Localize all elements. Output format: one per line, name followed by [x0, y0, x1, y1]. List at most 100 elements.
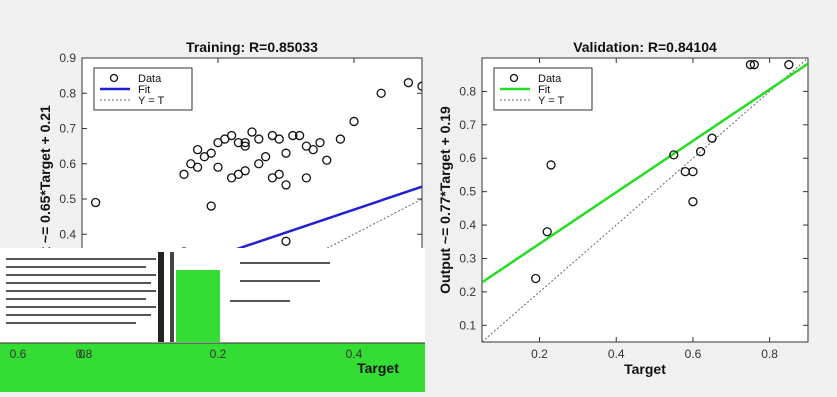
data-point [240, 141, 250, 151]
glitch-streak [230, 300, 290, 302]
data-point [281, 180, 291, 190]
data-point [213, 162, 223, 172]
y-tick-label: 0.5 [459, 185, 476, 199]
data-point [247, 127, 257, 137]
glitch-streak [6, 282, 151, 284]
glitch-streak [6, 274, 156, 276]
y-axis-label: Output ~= 0.77*Target + 0.19 [437, 106, 453, 294]
x-tick-label: 0.2 [531, 347, 548, 361]
data-point [546, 160, 556, 170]
data-point [376, 88, 386, 98]
x-tick-label: 0.4 [608, 347, 625, 361]
glitch-overlay: 0.6 0.8 [0, 248, 425, 392]
glitch-streak [6, 298, 146, 300]
data-point [695, 146, 706, 157]
data-point [206, 148, 216, 158]
chart-title: Training: R=0.85033 [186, 39, 318, 55]
data-point [90, 197, 101, 208]
data-point [274, 169, 284, 179]
data-point [226, 130, 237, 141]
y-tick-label: 0.4 [459, 218, 476, 232]
data-point [688, 166, 698, 177]
x-axis-label: Target [357, 360, 399, 376]
y-tick-label: 0.5 [59, 192, 76, 206]
y-tick-label: 0.9 [59, 51, 76, 65]
plot-marks [482, 58, 808, 342]
glitch-green-bottom [0, 343, 425, 392]
glitch-streak [6, 322, 136, 324]
legend-label: Y = T [138, 95, 164, 107]
data-point [301, 173, 312, 183]
data-point [688, 197, 698, 207]
data-point [254, 134, 264, 144]
y-axis-label: Output ~= 0.65*Target + 0.21 [37, 105, 53, 293]
data-point [531, 273, 541, 284]
data-point [308, 144, 318, 155]
data-point [233, 169, 244, 179]
data-point [669, 150, 679, 160]
data-point [206, 201, 216, 211]
data-point [294, 130, 305, 141]
glitch-bar [170, 252, 174, 342]
data-point [784, 60, 794, 70]
data-point [403, 78, 414, 88]
chart-title: Validation: R=0.84104 [573, 39, 717, 55]
x-tick-label: 0.8 [761, 347, 778, 361]
data-point [707, 133, 717, 143]
data-point [179, 169, 189, 179]
legend-label: Y = T [538, 95, 564, 107]
data-point [192, 162, 203, 172]
legend-data-marker [509, 73, 519, 83]
data-point [240, 137, 250, 148]
glitch-bar [158, 252, 164, 342]
y-tick-label: 0.2 [459, 285, 476, 299]
x-tick-label: 0.2 [210, 347, 227, 361]
data-point [335, 134, 346, 144]
chart-panel-2: 0.1 0.2 0.3 0.4 0.5 0.6 0.7 0.8 0.2 0.4 0.6 0.8 Vali… [437, 39, 809, 377]
data-point [349, 116, 359, 127]
x-tick-label: 0.4 [346, 347, 363, 361]
data-point [192, 144, 203, 155]
y-tick-label: 0.6 [59, 157, 76, 171]
glitch-streak [6, 314, 151, 316]
data-point [542, 227, 552, 237]
y-tick-label: 0.3 [459, 251, 476, 265]
data-point [322, 155, 332, 165]
fit-line [482, 62, 808, 284]
data-point [274, 134, 284, 144]
data-point [254, 159, 264, 169]
overlay-x-tick-label: 0.8 [76, 347, 93, 361]
glitch-streak [240, 262, 330, 264]
glitch-streak [6, 266, 146, 268]
legend-label: Data [138, 73, 162, 85]
data-point [281, 148, 291, 158]
y-tick-label: 0.1 [459, 318, 476, 332]
data-point [745, 60, 756, 70]
legend-label: Data [538, 73, 562, 85]
y-tick-label: 0.8 [59, 86, 76, 100]
glitch-streak [6, 306, 156, 308]
y-tick-label: 0.6 [459, 151, 476, 165]
y-tick-label: 0.4 [59, 227, 76, 241]
legend-data-marker [109, 73, 119, 83]
y-tick-label: 0.7 [59, 122, 76, 136]
glitch-green-block [176, 270, 220, 342]
y-tick-label: 0.7 [459, 118, 476, 132]
overlay-x-tick-label: 0.6 [10, 347, 27, 361]
glitch-streak [6, 258, 156, 260]
glitch-streak [6, 290, 156, 292]
data-point [281, 236, 291, 246]
legend-label: Fit [138, 84, 150, 96]
data-point [749, 60, 759, 70]
x-tick-label: 0 [79, 347, 86, 361]
data-point [260, 152, 271, 162]
data-point [417, 81, 422, 91]
identity-line [482, 58, 808, 342]
x-tick-label: 0.6 [685, 347, 702, 361]
x-axis-label: Target [624, 361, 666, 377]
y-tick-label: 0.8 [459, 84, 476, 98]
